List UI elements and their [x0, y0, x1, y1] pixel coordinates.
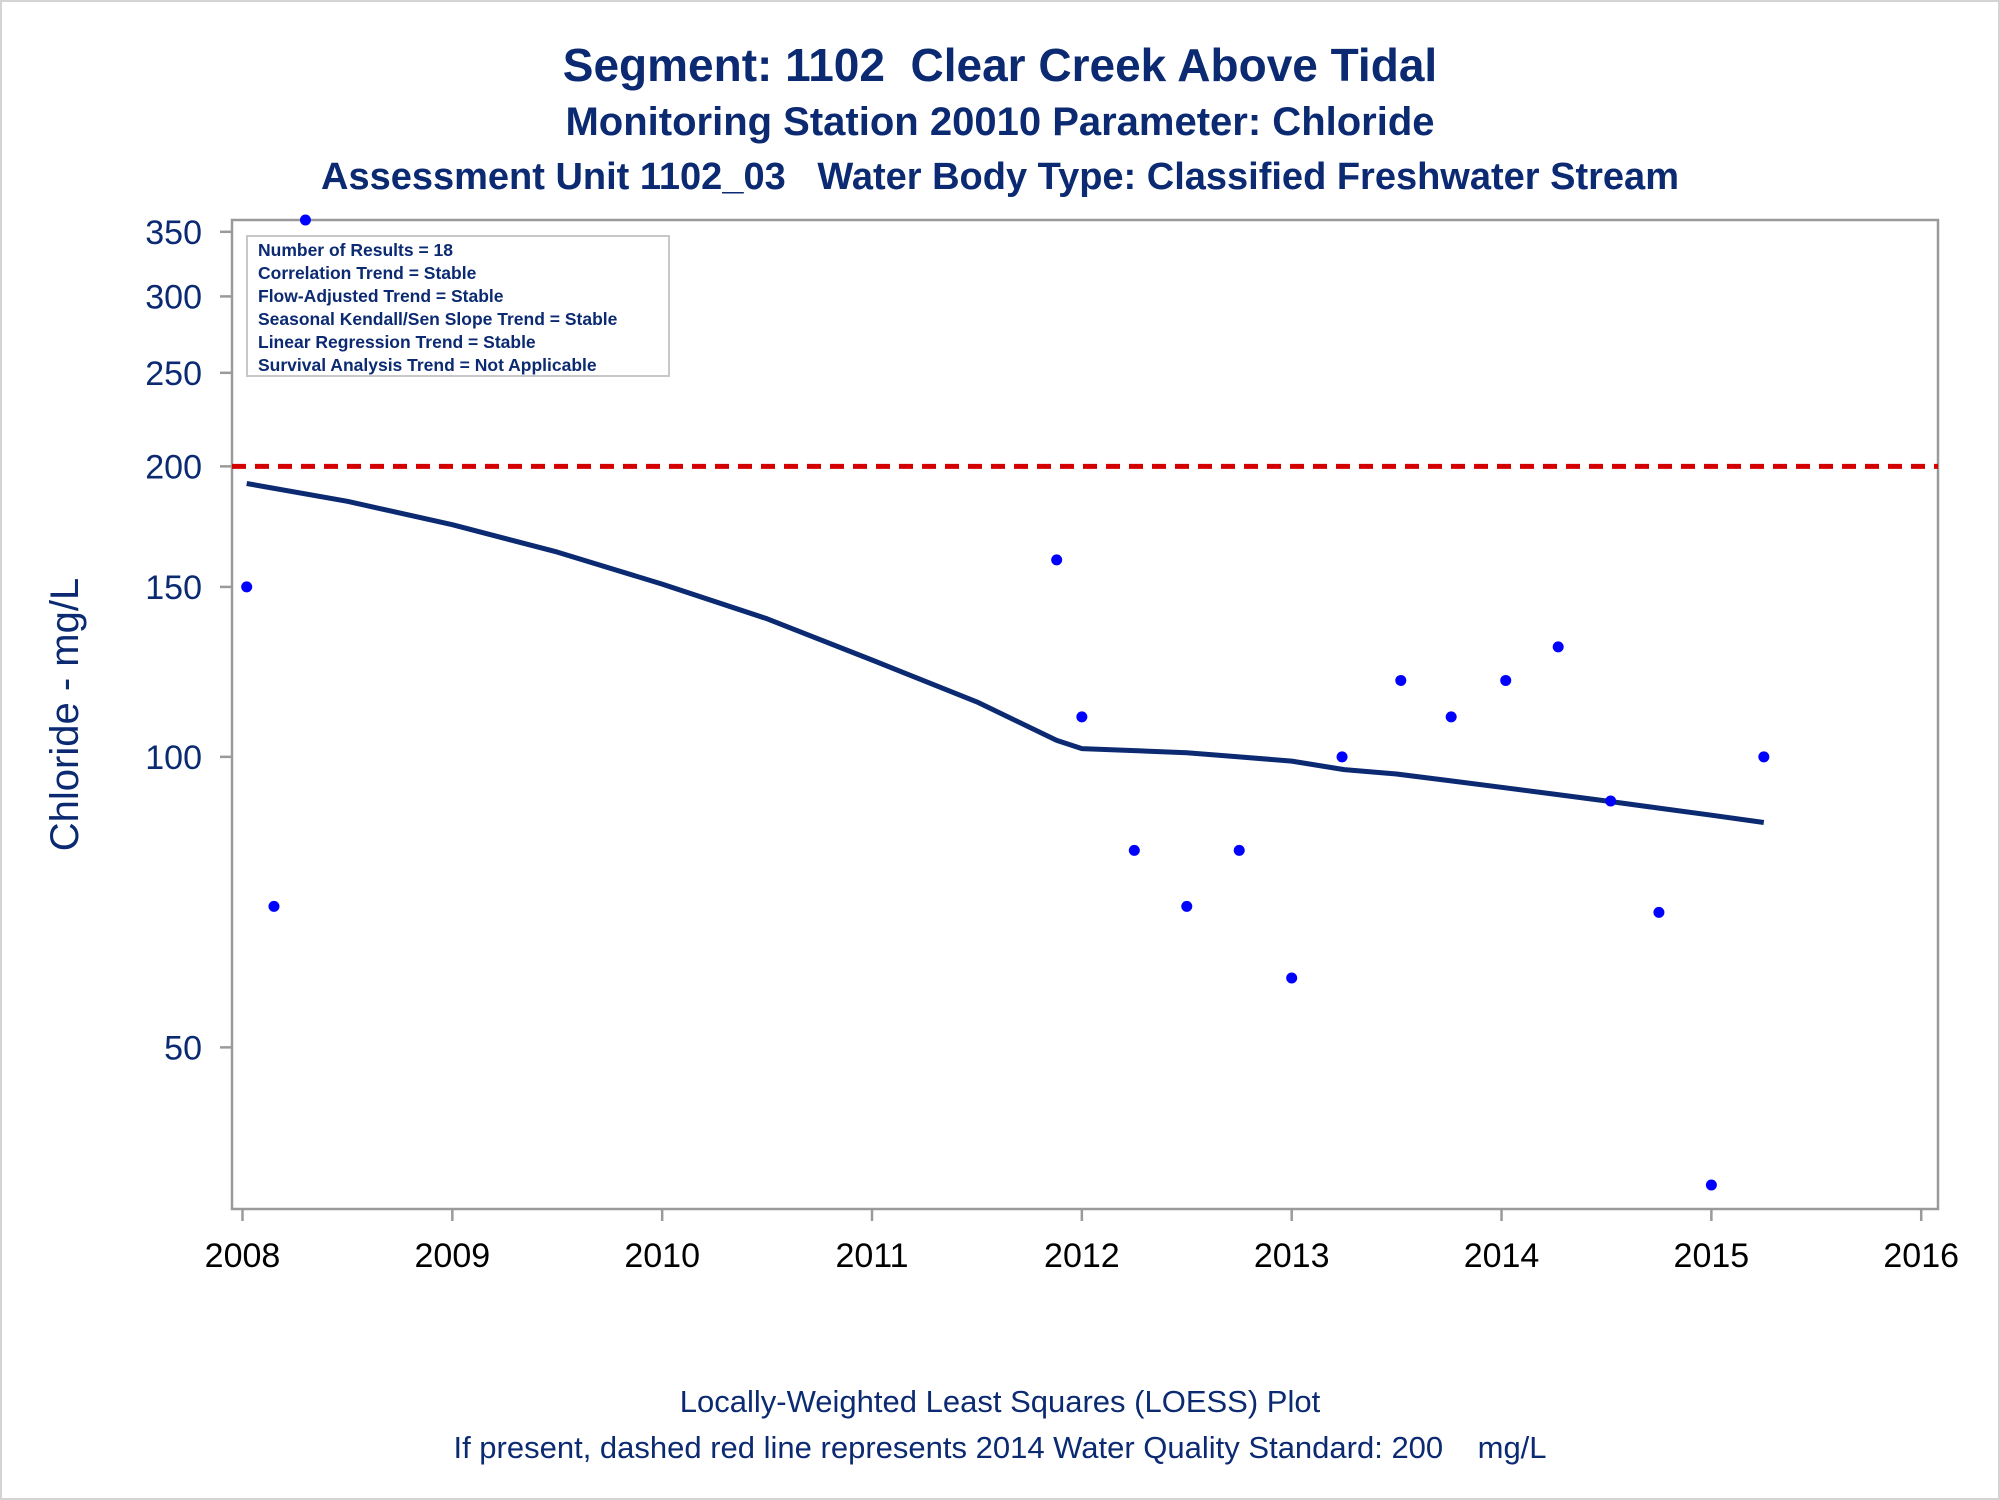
- data-point: [268, 900, 280, 912]
- chart-subtitle: Monitoring Station 20010 Parameter: Chlo…: [565, 100, 1435, 144]
- plot-frame: [230, 218, 1940, 1211]
- data-point: [1128, 844, 1140, 856]
- stats-box: [246, 235, 670, 377]
- y-tick-label: 300: [145, 278, 202, 316]
- data-point: [1051, 554, 1063, 566]
- data-point: [1500, 674, 1512, 686]
- y-tick-label: 350: [145, 214, 202, 252]
- data-point: [1445, 711, 1457, 723]
- data-point: [299, 214, 311, 226]
- data-point: [1705, 1179, 1717, 1191]
- stats-box-line: Survival Analysis Trend = Not Applicable: [258, 355, 597, 375]
- y-tick-label: 50: [164, 1029, 202, 1067]
- x-tick-label: 2011: [835, 1237, 908, 1275]
- stats-box-line: Flow-Adjusted Trend = Stable: [258, 286, 504, 306]
- data-point: [1181, 900, 1193, 912]
- data-point: [1758, 751, 1770, 763]
- chart-subtitle-2: Assessment Unit 1102_03 Water Body Type:…: [321, 156, 1679, 198]
- data-point: [1076, 711, 1088, 723]
- data-point: [1605, 795, 1617, 807]
- loess-line: [246, 481, 1765, 825]
- x-tick-label: 2012: [1044, 1237, 1120, 1275]
- data-point: [1286, 972, 1298, 984]
- x-tick-label: 2013: [1254, 1237, 1330, 1275]
- y-tick-label: 150: [145, 569, 202, 607]
- x-tick-label: 2015: [1674, 1237, 1750, 1275]
- data-point: [241, 581, 253, 593]
- data-point: [1653, 906, 1665, 918]
- footnote-standard: If present, dashed red line represents 2…: [453, 1430, 1547, 1465]
- stats-box-line: Correlation Trend = Stable: [258, 263, 477, 283]
- plot-area: 2008 2009 2010 2011 2012 2013 2014 2015 2016 50 10…: [43, 214, 1959, 1275]
- data-point: [1336, 751, 1348, 763]
- x-tick-label: 2008: [205, 1237, 281, 1275]
- data-point: [1233, 844, 1245, 856]
- x-tick-label: 2010: [624, 1237, 700, 1275]
- chart-title: Segment: 1102 Clear Creek Above Tidal: [562, 39, 1438, 91]
- y-tick-label: 100: [145, 739, 202, 777]
- x-tick-label: 2016: [1883, 1237, 1959, 1275]
- stats-box-line: Seasonal Kendall/Sen Slope Trend = Stabl…: [258, 309, 618, 329]
- data-point: [1395, 674, 1407, 686]
- stats-box-line: Linear Regression Trend = Stable: [258, 332, 536, 352]
- y-tick-label: 250: [145, 355, 202, 393]
- stats-box-line: Number of Results = 18: [258, 240, 453, 260]
- data-point: [1552, 641, 1564, 653]
- x-tick-label: 2009: [415, 1237, 491, 1275]
- y-tick-label: 200: [145, 448, 202, 486]
- y-axis-label: Chloride - mg/L: [43, 578, 87, 851]
- x-tick-label: 2014: [1464, 1237, 1540, 1275]
- footnote-method: Locally-Weighted Least Squares (LOESS) P…: [679, 1384, 1321, 1419]
